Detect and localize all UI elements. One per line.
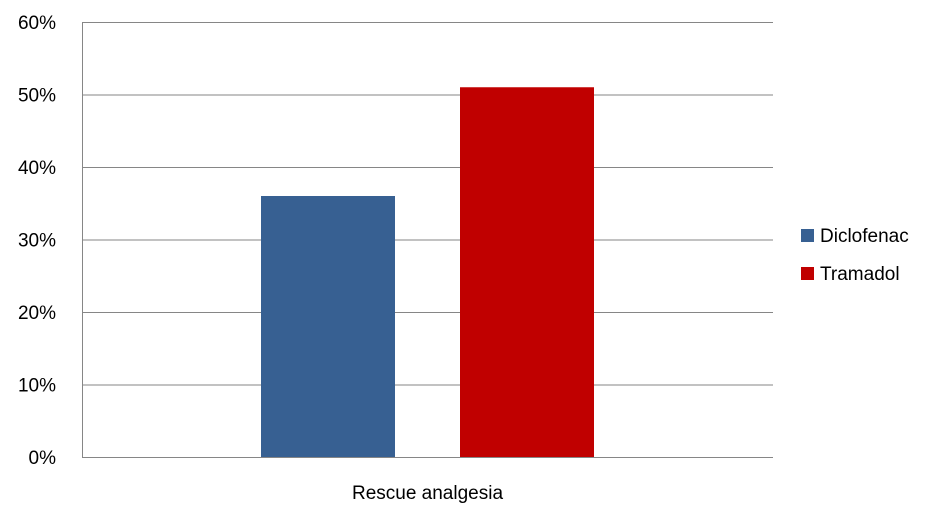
legend: Diclofenac Tramadol xyxy=(801,226,909,285)
y-tick-label: 50% xyxy=(18,86,56,107)
legend-label-diclofenac: Diclofenac xyxy=(820,226,909,247)
x-category-label: Rescue analgesia xyxy=(352,483,503,504)
y-tick-label: 60% xyxy=(18,13,56,34)
y-tick-label: 10% xyxy=(18,376,56,397)
y-tick-label: 0% xyxy=(29,448,57,469)
legend-label-tramadol: Tramadol xyxy=(820,264,900,285)
bar-tramadol xyxy=(460,87,594,457)
axes: 0% 10% 20% 30% 40% 50% 60% Rescue analgesia xyxy=(18,13,773,504)
bars xyxy=(261,87,594,457)
legend-swatch-tramadol xyxy=(801,267,814,280)
y-tick-label: 20% xyxy=(18,303,56,324)
y-tick-label: 30% xyxy=(18,231,56,252)
gridlines xyxy=(82,22,773,386)
y-tick-label: 40% xyxy=(18,158,56,179)
legend-swatch-diclofenac xyxy=(801,229,814,242)
bar-diclofenac xyxy=(261,196,395,457)
